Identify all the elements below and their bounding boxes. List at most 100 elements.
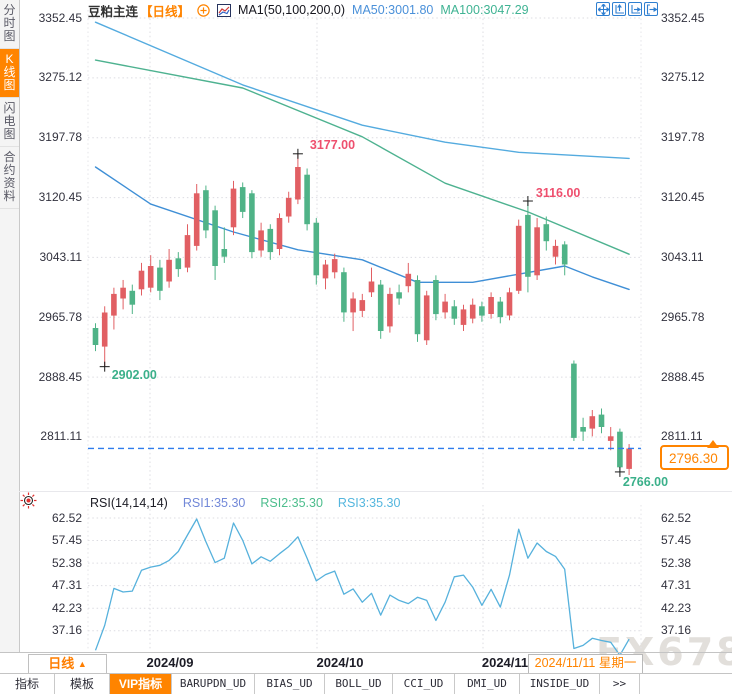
ma50-line <box>94 166 630 291</box>
price-axis-label-right: 2965.78 <box>661 309 705 324</box>
indicator-chart-icon[interactable] <box>217 3 232 17</box>
candle-body <box>341 272 347 313</box>
candle-body <box>534 227 540 276</box>
rsi-axis-label-right: 37.16 <box>661 623 692 638</box>
rsi-axis-label-left: 42.23 <box>51 600 82 615</box>
candle-body <box>350 298 356 313</box>
ma100-value: MA100:3047.29 <box>440 3 529 17</box>
toolbar-item-inside_ud[interactable]: INSIDE_UD <box>520 674 600 694</box>
rsi-axis-label-left: 62.52 <box>51 510 82 525</box>
rsi-axis-label-right: 62.52 <box>661 510 692 525</box>
chart-tools <box>596 2 658 16</box>
candle-body <box>138 270 145 290</box>
sidebar-tab-4[interactable]: 合约资料 <box>0 147 19 209</box>
candle-body <box>515 225 522 291</box>
rsi-axis-label-left: 57.45 <box>51 533 82 548</box>
candle-body <box>543 224 550 242</box>
candle-body <box>580 427 586 432</box>
period-selector[interactable]: 日线 ▲ <box>28 654 107 674</box>
candle-body <box>120 287 126 299</box>
pan-icon[interactable] <box>596 2 610 16</box>
candle-body <box>258 230 264 251</box>
candle-body <box>184 235 191 268</box>
candle-body <box>295 167 301 200</box>
ma100-line <box>94 59 630 255</box>
toolbar-item-cci_ud[interactable]: CCI_UD <box>393 674 455 694</box>
candle-body <box>377 284 384 331</box>
rsi-axis-label-left: 37.16 <box>51 623 82 638</box>
panel-divider <box>19 491 732 492</box>
candle-body <box>396 292 402 299</box>
rsi-line <box>94 518 630 656</box>
x-axis-month-label: 2024/09 <box>146 655 194 670</box>
rsi-axis-label-left: 52.38 <box>51 555 82 570</box>
price-axis-label-left: 3043.11 <box>39 249 83 264</box>
sidebar-tab-3[interactable]: 闪电图 <box>0 98 19 147</box>
candle-body <box>285 197 292 217</box>
candle-body <box>147 266 154 288</box>
toolbar-item-模板[interactable]: 模板 <box>55 674 110 694</box>
candle-body <box>451 306 458 319</box>
candle-body <box>193 193 200 246</box>
toolbar-item-boll_ud[interactable]: BOLL_UD <box>325 674 393 694</box>
price-annotation: 3177.00 <box>309 137 356 152</box>
price-axis-label-right: 3197.78 <box>661 130 705 145</box>
toolbar-item-vip指标[interactable]: VIP指标 <box>110 674 172 694</box>
toolbar-item-barupdn_ud[interactable]: BARUPDN_UD <box>172 674 255 694</box>
candle-body <box>479 306 485 316</box>
candle-body <box>221 249 228 257</box>
candle-body <box>552 245 559 257</box>
price-axis-label-right: 3043.11 <box>661 249 704 264</box>
price-axis-label-left: 2965.78 <box>38 309 82 324</box>
rsi-axis-label-left: 47.31 <box>51 578 82 593</box>
rsi1-value: RSI1:35.30 <box>182 496 246 510</box>
candle-body <box>423 295 430 341</box>
rsi3-value: RSI3:35.30 <box>337 496 401 510</box>
candle-body <box>101 312 108 347</box>
ma200-line <box>94 21 630 160</box>
toolbar-item-dmi_ud[interactable]: DMI_UD <box>455 674 520 694</box>
zoom-vertical-icon[interactable] <box>612 2 626 16</box>
zoom-horizontal-icon[interactable] <box>628 2 642 16</box>
x-axis-month-label: 2024/11 <box>481 655 529 670</box>
toolbar-item-指标[interactable]: 指标 <box>0 674 55 694</box>
add-indicator-icon[interactable] <box>197 3 210 17</box>
candle-body <box>92 328 99 345</box>
price-axis-label-right: 2811.11 <box>661 429 703 444</box>
candle-body <box>626 448 632 469</box>
toolbar-item->>[interactable]: >> <box>600 674 640 694</box>
price-up-arrow-icon <box>707 440 719 448</box>
toolbar-item-bias_ud[interactable]: BIAS_UD <box>255 674 325 694</box>
candle-body <box>313 222 320 276</box>
candle-body <box>617 431 623 468</box>
candle-body <box>414 280 421 335</box>
candle-body <box>589 416 596 429</box>
rsi-axis-label-right: 52.38 <box>661 555 692 570</box>
rsi-axis-label-right: 47.31 <box>661 578 692 593</box>
price-axis-label-left: 2811.11 <box>40 429 82 444</box>
candle-body <box>239 187 246 212</box>
candle-body <box>442 301 448 313</box>
exit-chart-icon[interactable] <box>644 2 658 16</box>
candle-body <box>561 244 568 265</box>
sidebar-tab-1[interactable]: 分时图 <box>0 0 19 49</box>
candle-body <box>607 436 614 441</box>
rsi-header: RSI(14,14,14) RSI1:35.30 RSI2:35.30 RSI3… <box>90 496 400 510</box>
rsi-title: RSI(14,14,14) <box>90 496 168 510</box>
candle-body <box>525 214 531 277</box>
rsi-axis-label-right: 42.23 <box>661 600 692 615</box>
price-axis-label-left: 2888.45 <box>38 369 82 384</box>
alert-icon[interactable] <box>20 492 37 514</box>
candle-body <box>359 300 366 311</box>
price-axis-label-right: 3120.45 <box>661 190 705 205</box>
price-axis-label-right: 2888.45 <box>661 369 705 384</box>
candle-body <box>267 228 274 253</box>
candle-body <box>368 281 375 293</box>
rsi2-value: RSI2:35.30 <box>260 496 323 510</box>
price-annotation: 2766.00 <box>622 474 669 489</box>
candle-body <box>175 258 182 270</box>
